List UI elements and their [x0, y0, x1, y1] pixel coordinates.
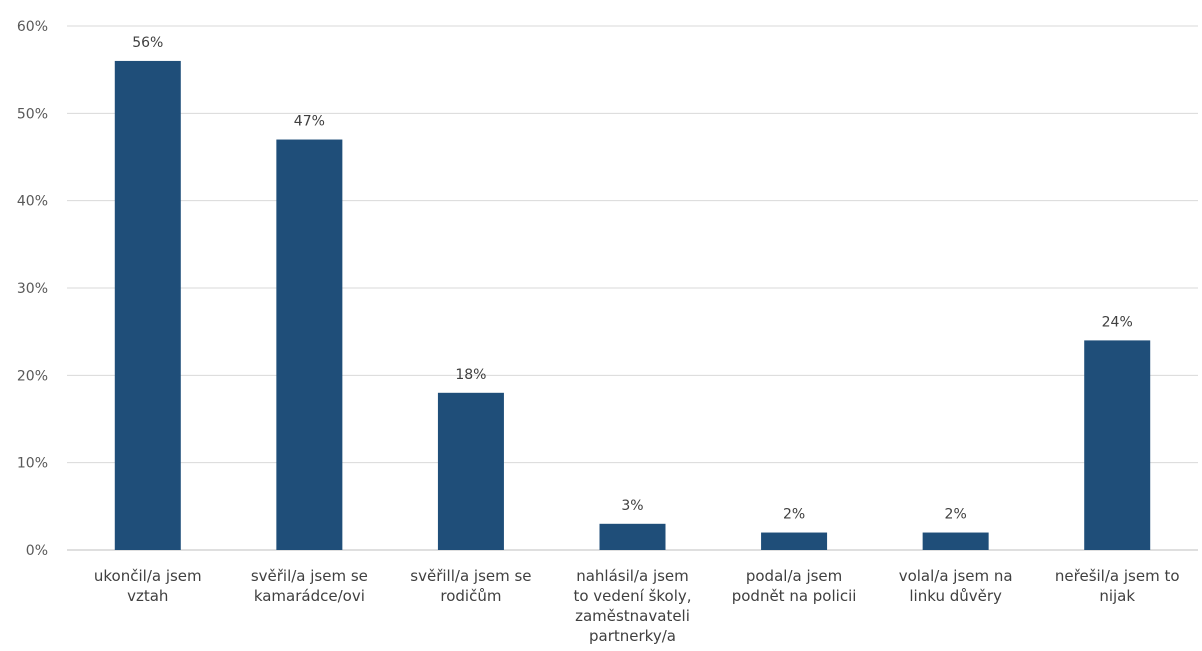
data-label: 3% [621, 498, 643, 514]
bar [1084, 340, 1151, 550]
category-label: volal/a jsem na linku důvěry [899, 567, 1013, 605]
bar [437, 392, 504, 550]
data-label: 24% [1102, 314, 1133, 330]
data-label: 18% [455, 367, 486, 383]
data-labels: 56% 47% 18% 3% 2% 2% 24% [132, 35, 1133, 523]
category-labels: ukončil/a jsem vztah svěřil/a jsem se kamar… [94, 567, 1180, 645]
category-label: svěřill/a jsem se rodičům [410, 567, 531, 605]
y-tick-label: 0% [26, 543, 48, 559]
y-tick-label: 60% [17, 19, 48, 35]
y-axis-ticks: 0% 10% 20% 30% 40% 50% 60% [17, 19, 48, 559]
category-label: svěřil/a jsem se kamarádce/ovi [251, 567, 368, 605]
bar [114, 60, 181, 550]
category-label: neřešil/a jsem to nijak [1055, 567, 1180, 605]
bar [922, 532, 989, 550]
y-tick-label: 20% [17, 368, 48, 384]
y-tick-label: 30% [17, 281, 48, 297]
gridlines [67, 25, 1198, 551]
category-label: podal/a jsem podnět na policii [732, 567, 857, 605]
y-tick-label: 50% [17, 106, 48, 122]
bar [276, 139, 343, 551]
bar [599, 523, 666, 550]
category-label: ukončil/a jsem vztah [94, 567, 202, 605]
y-tick-label: 40% [17, 194, 48, 210]
data-label: 2% [783, 507, 805, 523]
y-tick-label: 10% [17, 456, 48, 472]
data-label: 47% [294, 114, 325, 130]
bar [761, 532, 828, 550]
data-label: 56% [132, 35, 163, 51]
bars [114, 60, 1151, 551]
category-label: nahlásil/a jsem to vedení školy, zaměstnav… [573, 567, 691, 645]
data-label: 2% [945, 507, 967, 523]
